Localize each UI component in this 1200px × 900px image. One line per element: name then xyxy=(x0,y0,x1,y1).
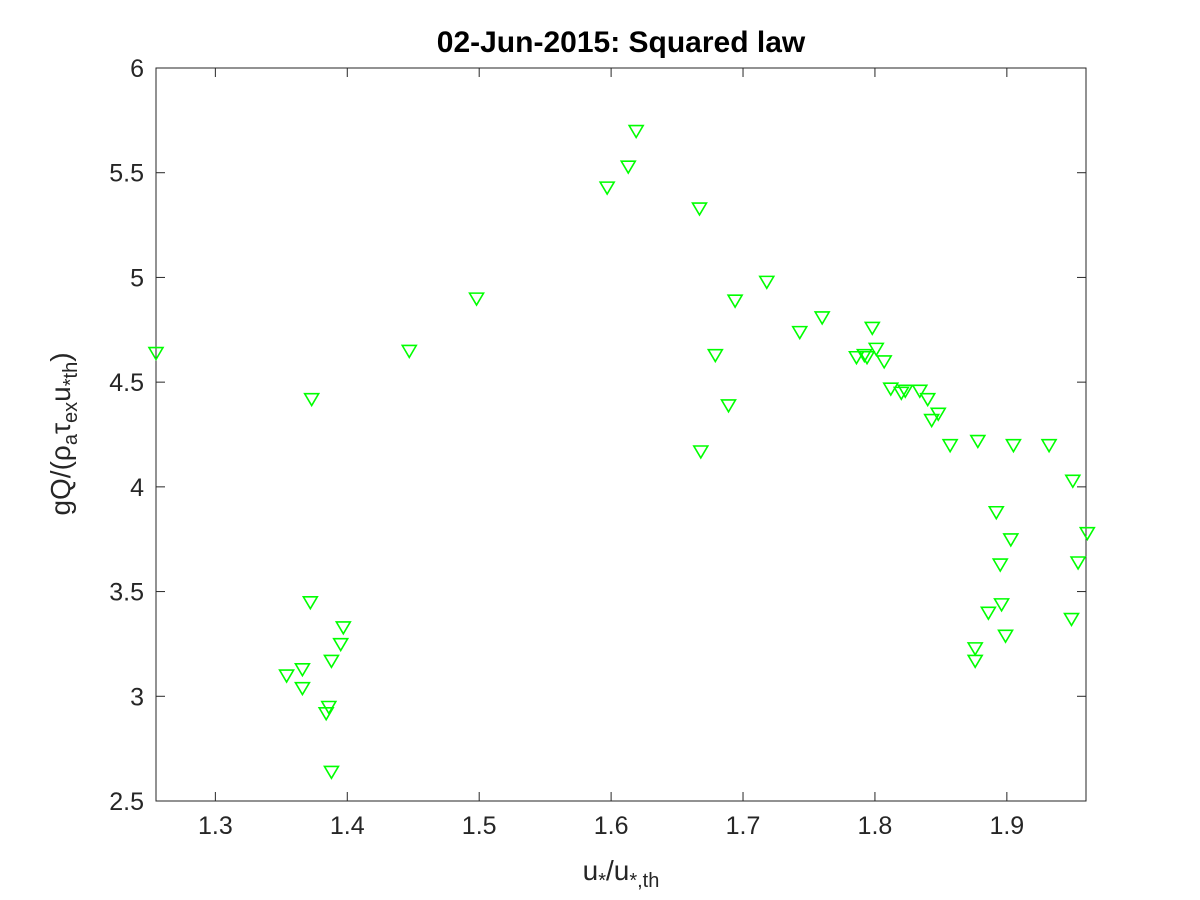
data-point xyxy=(875,355,893,370)
data-point xyxy=(929,407,947,422)
y-tick-label: 3 xyxy=(130,683,144,711)
data-point xyxy=(979,606,997,621)
data-point xyxy=(997,629,1014,644)
data-point xyxy=(1064,474,1082,489)
data-point xyxy=(627,124,645,140)
data-point xyxy=(1078,526,1096,542)
y-tick-label: 3.5 xyxy=(109,579,144,607)
data-point xyxy=(892,386,910,401)
data-point xyxy=(969,434,987,450)
x-tick-label: 1.4 xyxy=(330,812,365,840)
data-point xyxy=(993,598,1010,613)
data-point xyxy=(294,681,311,697)
data-point xyxy=(1069,556,1087,571)
data-point xyxy=(323,765,340,780)
y-tick-label: 5.5 xyxy=(109,160,144,188)
data-point xyxy=(987,505,1005,521)
data-point xyxy=(278,669,295,684)
x-label-base: u xyxy=(583,855,599,886)
y-label-tau: τ xyxy=(45,423,76,434)
y-label-sub-a: a xyxy=(60,433,82,445)
data-point xyxy=(867,342,885,357)
x-tick-label: 1.3 xyxy=(198,812,233,840)
data-point xyxy=(323,654,340,669)
y-tick-label: 4 xyxy=(130,474,144,502)
data-markers xyxy=(147,124,1096,780)
data-point xyxy=(863,321,881,336)
y-tick-label: 5 xyxy=(130,264,144,292)
data-point xyxy=(332,637,350,653)
y-label-suffix: ) xyxy=(45,352,76,361)
x-tick-labels: 1.3 1.4 1.5 1.6 1.7 1.8 1.9 xyxy=(198,812,1024,840)
data-point xyxy=(966,654,984,669)
y-label-u: u xyxy=(45,386,76,402)
x-tick-label: 1.9 xyxy=(989,812,1024,840)
data-point xyxy=(303,392,321,408)
data-point xyxy=(1063,612,1080,628)
data-point xyxy=(758,275,776,290)
y-axis-label: gQ/(ρaτexu*th) xyxy=(45,352,82,515)
data-point xyxy=(147,346,165,362)
x-tick-label: 1.8 xyxy=(858,812,893,840)
y-tick-label: 2.5 xyxy=(109,788,144,816)
y-label-rho: ρ xyxy=(45,445,76,461)
data-point xyxy=(966,642,984,657)
data-point xyxy=(1040,438,1058,454)
data-point xyxy=(991,558,1009,573)
data-point xyxy=(896,384,914,399)
x-axis-label: u*/u*,th xyxy=(583,855,660,892)
data-point xyxy=(1005,438,1022,454)
data-point xyxy=(858,350,876,366)
data-point xyxy=(400,344,418,359)
axis-ticks xyxy=(156,67,1086,802)
y-tick-label: 6 xyxy=(130,55,144,83)
data-point xyxy=(882,382,900,397)
data-point xyxy=(720,399,737,414)
data-point xyxy=(941,438,959,454)
x-label-sep: /u xyxy=(606,855,629,886)
x-label-sub-th: *,th xyxy=(629,870,659,892)
y-label-sub-th: *th xyxy=(60,362,82,386)
x-tick-label: 1.6 xyxy=(594,812,629,840)
data-point xyxy=(706,348,724,364)
chart-title: 02-Jun-2015: Squared law xyxy=(437,26,806,59)
data-point xyxy=(301,595,319,611)
data-point xyxy=(334,621,352,636)
data-point xyxy=(320,700,338,715)
data-point xyxy=(813,311,831,326)
y-label-prefix: gQ/( xyxy=(45,460,76,515)
x-tick-label: 1.5 xyxy=(462,812,497,840)
data-point xyxy=(791,325,809,341)
plot-area xyxy=(155,67,1087,802)
y-tick-labels: 2.5 3 3.5 4 4.5 5 5.5 6 xyxy=(109,55,144,816)
data-point xyxy=(692,445,710,460)
data-point xyxy=(923,413,941,429)
data-point xyxy=(848,350,865,366)
data-point xyxy=(598,181,616,196)
y-label-sub-ex: ex xyxy=(60,402,82,423)
x-label-sub-star: * xyxy=(598,870,606,892)
x-tick-label: 1.7 xyxy=(726,812,761,840)
data-point xyxy=(691,202,708,217)
data-point xyxy=(919,392,937,408)
data-point xyxy=(726,294,744,309)
data-point xyxy=(468,292,485,307)
data-point xyxy=(1002,533,1020,548)
data-point xyxy=(911,384,929,399)
data-point xyxy=(294,663,311,678)
data-point xyxy=(855,348,873,364)
data-point xyxy=(619,160,637,175)
y-tick-label: 4.5 xyxy=(109,369,144,397)
